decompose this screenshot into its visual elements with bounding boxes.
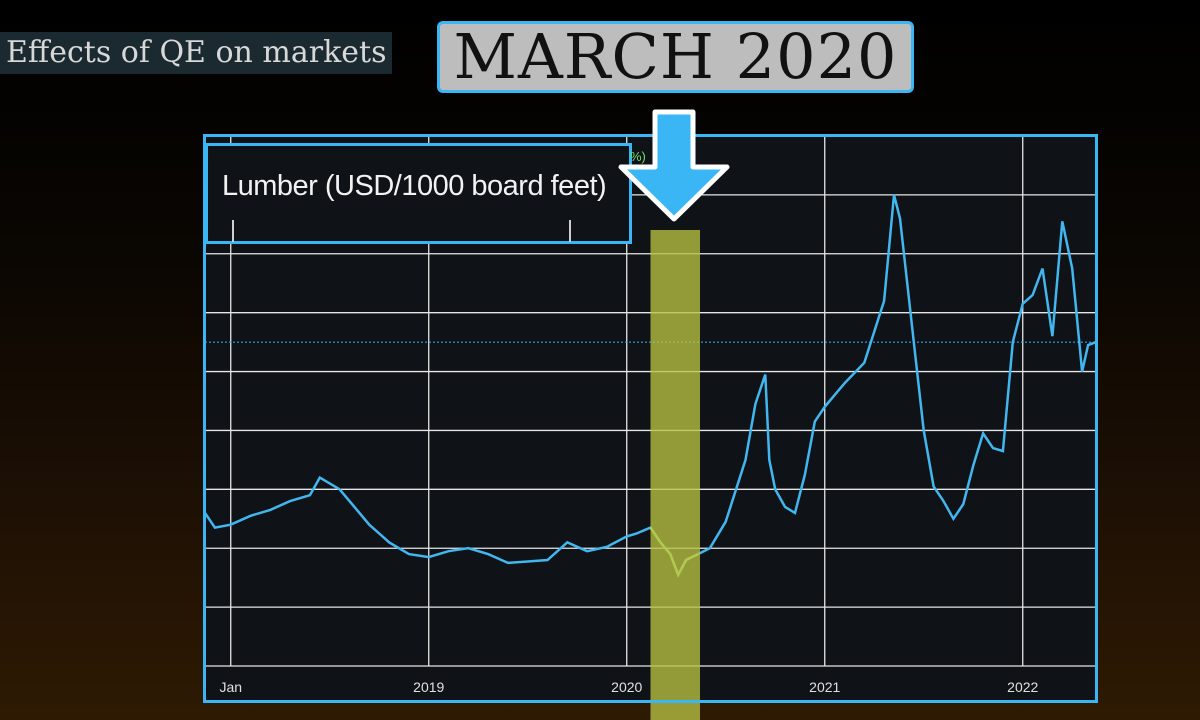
x-tick-label: 2020: [611, 679, 642, 695]
march-2020-banner: MARCH 2020: [437, 21, 914, 93]
x-tick-label: 2022: [1007, 679, 1038, 695]
legend-tick-right: [569, 220, 571, 242]
x-tick-label: 2021: [809, 679, 840, 695]
chart-title: Lumber (USD/1000 board feet): [222, 170, 607, 202]
slide-title: Effects of QE on markets: [0, 32, 393, 74]
chart-legend: Lumber (USD/1000 board feet): [205, 143, 632, 244]
x-tick-label: 2019: [413, 679, 444, 695]
legend-tick-left: [232, 220, 234, 242]
x-tick-label: Jan: [219, 679, 242, 695]
x-axis-ticks: Jan 2019 2020 2021 2022: [219, 679, 1038, 695]
percent-fragment: %): [630, 149, 646, 164]
series-line: [203, 194, 1097, 578]
march-2020-highlight-band: [650, 230, 700, 720]
